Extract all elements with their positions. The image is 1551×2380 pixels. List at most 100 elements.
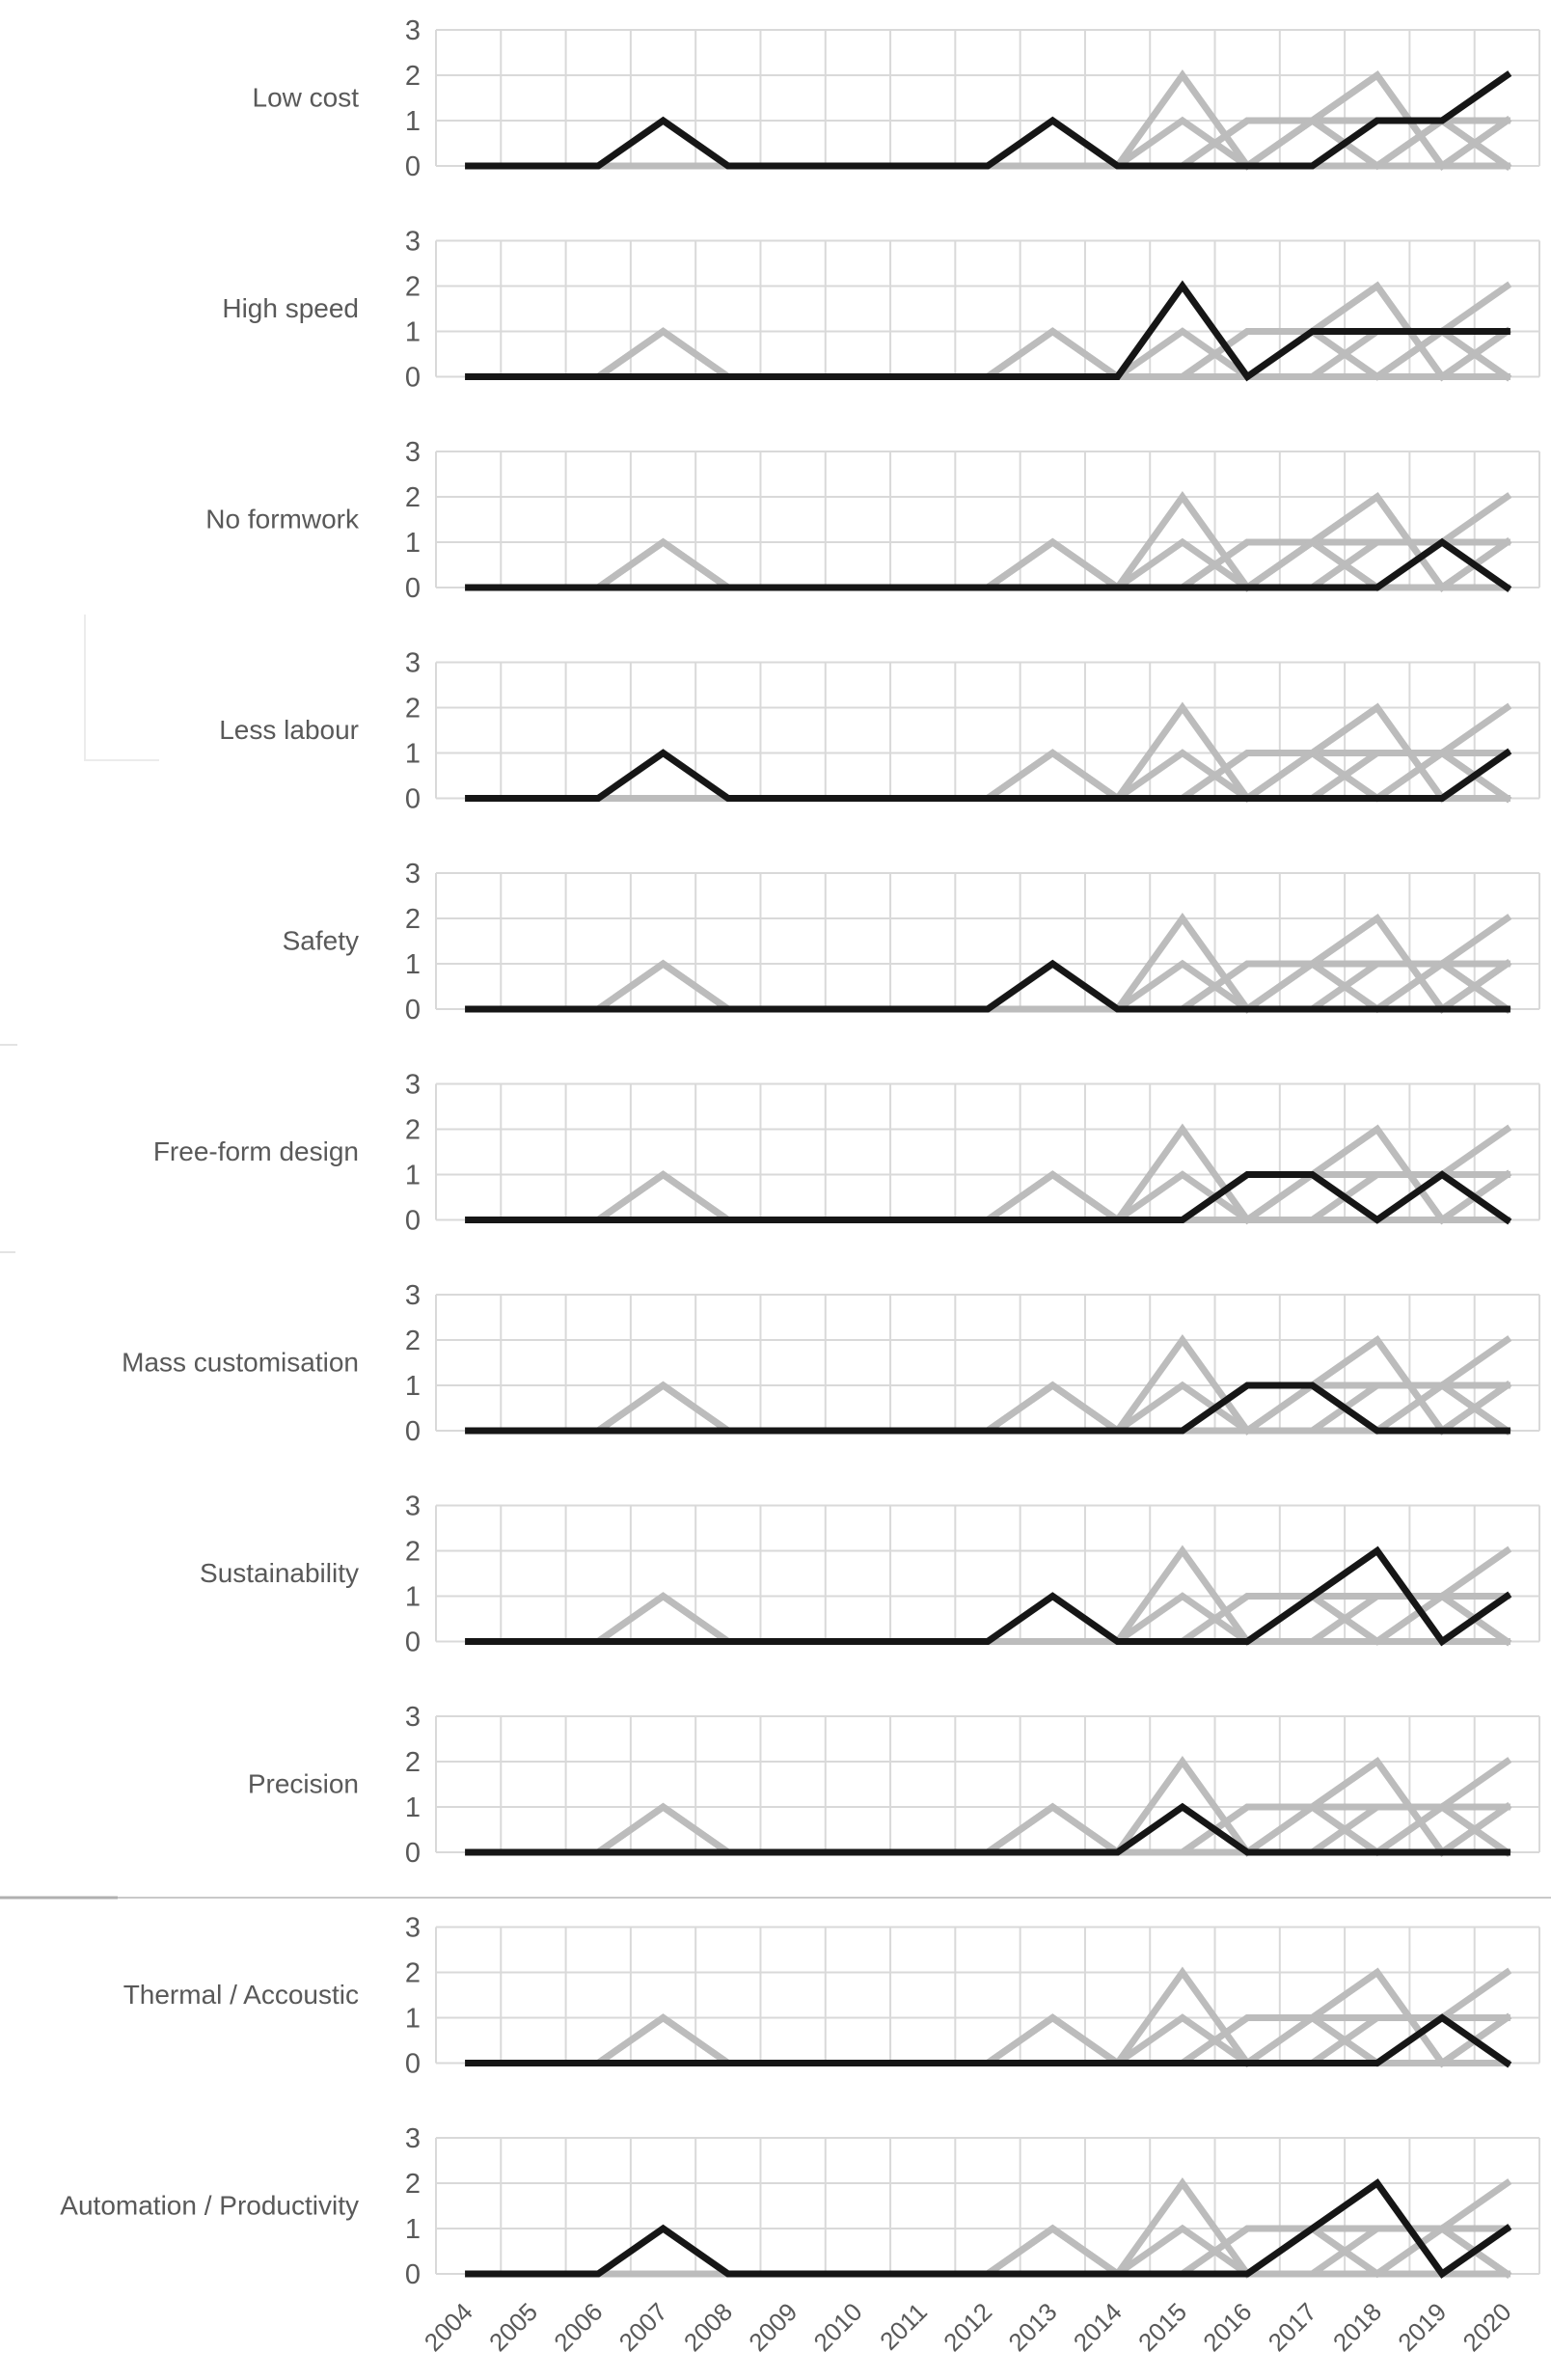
x-tick-label: 2009 (743, 2297, 803, 2357)
context-series-line-less-labour (465, 2012, 1512, 2066)
gridlines (435, 661, 1540, 800)
panel-label: Sustainability (200, 1558, 359, 1588)
highlight-series-line-free-form-design (465, 1170, 1512, 1225)
context-series-line-free-form-design (465, 2224, 1512, 2279)
y-tick-label: 2 (405, 1115, 421, 1146)
page-artifacts (0, 615, 1551, 1900)
context-series-line-precision (465, 2013, 1510, 2066)
context-series-line-precision (465, 1170, 1510, 1223)
highlight-series-line-less-labour (465, 748, 1512, 802)
table-border-artifact (84, 615, 159, 761)
context-series-line-thermal-accoustic (465, 1802, 1512, 1857)
context-series-line-free-form-design (465, 1802, 1512, 1857)
context-series-line-thermal-accoustic (465, 116, 1512, 171)
context-series-line-mass-customisation (465, 328, 1510, 380)
y-tick-label: 0 (405, 1628, 421, 1658)
context-series-line-free-form-design (465, 537, 1512, 592)
x-tick-label: 2017 (1263, 2297, 1322, 2357)
panel-low-cost: 3 2 1 0 Low cost (253, 15, 1540, 182)
x-tick-label: 2011 (874, 2297, 933, 2356)
context-series-line-safety (465, 116, 1510, 170)
panel-label: Precision (248, 1769, 359, 1799)
gridlines (435, 1715, 1540, 1853)
y-tick-label: 0 (405, 2049, 421, 2080)
y-tick-label: 0 (405, 363, 421, 394)
panel-label: Less labour (219, 715, 359, 745)
context-series-line-no-formwork (465, 327, 1512, 382)
context-series-line-safety (465, 327, 1510, 380)
panel-mass-customisation: 3 2 1 0 Mass customisation (122, 1280, 1540, 1447)
context-series-line-safety (465, 1592, 1510, 1645)
context-series-line-precision (465, 1592, 1510, 1645)
panel-label: Safety (283, 926, 359, 956)
context-series-line-free-form-design (465, 1592, 1512, 1647)
x-tick-label: 2006 (548, 2297, 608, 2357)
y-tick-label: 0 (405, 784, 421, 815)
x-tick-label: 2010 (808, 2297, 868, 2357)
context-series-line-thermal-accoustic (465, 1170, 1512, 1225)
panel-label: Mass customisation (122, 1348, 359, 1378)
panel-safety: 3 2 1 0 Safety (283, 859, 1540, 1026)
context-series-line-free-form-design (465, 116, 1512, 171)
gridlines (435, 29, 1540, 167)
highlight-series-line-mass-customisation (465, 1381, 1510, 1435)
context-series-line-thermal-accoustic (465, 1381, 1512, 1436)
highlight-series-line-no-formwork (465, 537, 1512, 592)
context-series-line-thermal-accoustic (465, 959, 1512, 1014)
context-series-line-no-formwork (465, 116, 1512, 171)
gridlines (435, 2137, 1540, 2275)
y-tick-label: 1 (405, 1582, 421, 1613)
y-tick-label: 0 (405, 2259, 421, 2290)
y-tick-label: 3 (405, 648, 421, 679)
context-series-line-safety (465, 537, 1510, 591)
panel-label: Automation / Productivity (60, 2191, 359, 2221)
panel-label: Free-form design (153, 1136, 359, 1166)
y-tick-label: 0 (405, 1206, 421, 1237)
y-tick-label: 1 (405, 2214, 421, 2245)
panel-no-formwork: 3 2 1 0 No formwork (205, 437, 1540, 604)
y-tick-label: 3 (405, 1913, 421, 1944)
y-tick-label: 0 (405, 573, 421, 604)
context-series-line-thermal-accoustic (465, 749, 1512, 804)
y-tick-label: 2 (405, 1326, 421, 1356)
panel-less-labour: 3 2 1 0 Less labour (219, 648, 1540, 815)
context-series-line-no-formwork (465, 749, 1512, 804)
context-series-line-no-formwork (465, 2224, 1512, 2279)
context-series-line-mass-customisation (465, 2225, 1510, 2278)
highlight-series-line-precision (465, 1802, 1510, 1856)
context-series-line-less-labour (465, 1169, 1512, 1223)
y-tick-label: 2 (405, 1958, 421, 1989)
context-series-line-thermal-accoustic (465, 537, 1512, 592)
y-tick-label: 3 (405, 1702, 421, 1733)
context-series-line-less-labour (465, 1381, 1512, 1435)
y-tick-label: 3 (405, 1070, 421, 1101)
y-tick-label: 0 (405, 1838, 421, 1869)
y-tick-label: 2 (405, 482, 421, 513)
context-series-line-precision (465, 1381, 1510, 1435)
context-series-line-precision (465, 327, 1510, 380)
y-tick-label: 1 (405, 949, 421, 980)
highlight-series-line-low-cost (465, 70, 1512, 170)
context-series-line-mass-customisation (465, 960, 1510, 1013)
context-series-line-free-form-design (465, 327, 1512, 382)
context-series-line-mass-customisation (465, 2014, 1510, 2066)
context-series-line-precision (465, 959, 1510, 1013)
context-series-line-no-formwork (465, 1170, 1512, 1225)
context-series-line-no-formwork (465, 959, 1512, 1014)
y-tick-label: 3 (405, 227, 421, 258)
context-series-line-free-form-design (465, 1381, 1512, 1436)
y-tick-label: 1 (405, 106, 421, 137)
y-tick-label: 0 (405, 1416, 421, 1447)
context-series-line-less-labour (465, 959, 1512, 1013)
panel-free-form-design: 3 2 1 0 Free-form design (153, 1070, 1540, 1237)
y-tick-label: 3 (405, 1491, 421, 1522)
context-series-line-no-formwork (465, 2013, 1512, 2068)
panel-precision: 3 2 1 0 Precision (248, 1702, 1540, 1869)
panel-label: Thermal / Accoustic (123, 1980, 359, 2010)
panel-high-speed: 3 2 1 0 High speed (222, 227, 1540, 394)
context-series-line-precision (465, 537, 1510, 591)
highlight-series-line-safety (465, 959, 1510, 1013)
x-tick-label: 2018 (1327, 2297, 1387, 2357)
